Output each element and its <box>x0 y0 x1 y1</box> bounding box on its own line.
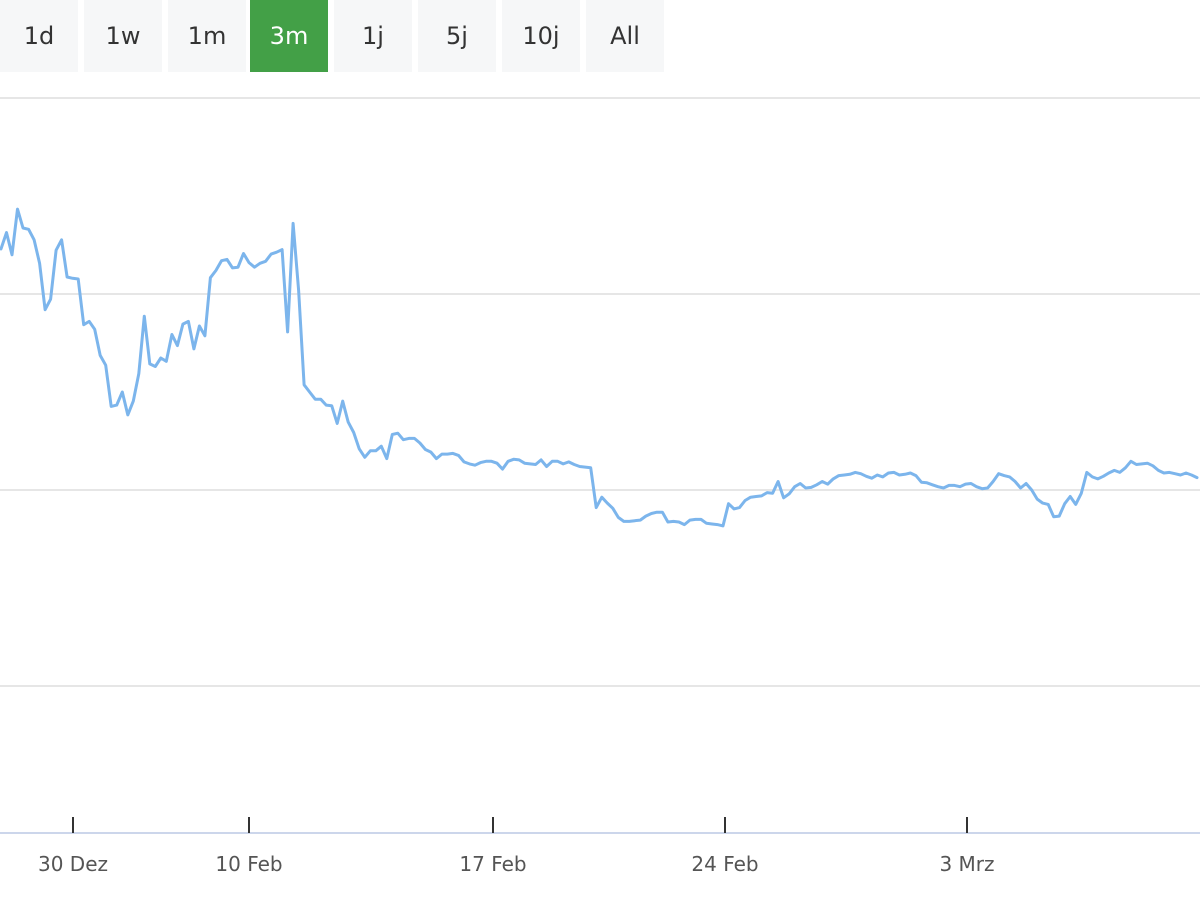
range-button-1m[interactable]: 1m <box>168 0 246 72</box>
x-tick-label: 17 Feb <box>459 852 526 876</box>
range-button-all[interactable]: All <box>586 0 664 72</box>
chart-series <box>0 207 1199 528</box>
series-line <box>0 207 1199 528</box>
range-button-10j[interactable]: 10j <box>502 0 580 72</box>
range-button-1w[interactable]: 1w <box>84 0 162 72</box>
range-button-5j[interactable]: 5j <box>418 0 496 72</box>
chart-grid <box>0 97 1200 687</box>
x-tick-label: 10 Feb <box>215 852 282 876</box>
range-button-1j[interactable]: 1j <box>334 0 412 72</box>
x-axis: 30 Dez 10 Feb 17 Feb 24 Feb 3 Mrz <box>0 817 1200 876</box>
x-tick-label: 30 Dez <box>38 852 108 876</box>
x-tick-label: 3 Mrz <box>939 852 994 876</box>
x-tick-label: 24 Feb <box>691 852 758 876</box>
range-button-1d[interactable]: 1d <box>0 0 78 72</box>
range-button-3m[interactable]: 3m <box>250 0 328 72</box>
